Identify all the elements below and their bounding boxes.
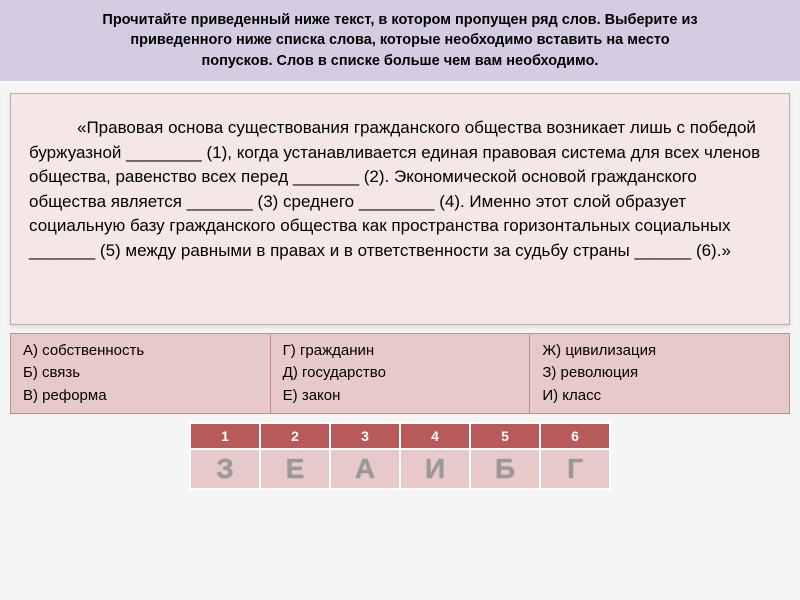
- option-zh: Ж) цивилизация: [542, 342, 656, 359]
- answer-num-5: 5: [470, 423, 540, 449]
- options-col1: А) собственность Б) связь В) реформа: [11, 333, 271, 414]
- answer-letter-5: Б: [470, 449, 540, 489]
- options-col2: Г) гражданин Д) государство Е) закон: [270, 333, 530, 414]
- answer-num-4: 4: [400, 423, 470, 449]
- option-i: И) класс: [542, 387, 601, 404]
- answer-section: 1 2 3 4 5 6 З Е А И Б Г: [0, 422, 800, 490]
- answer-num-1: 1: [190, 423, 260, 449]
- answer-num-3: 3: [330, 423, 400, 449]
- option-g: Г) гражданин: [283, 342, 375, 359]
- answer-letter-3: А: [330, 449, 400, 489]
- options-col3: Ж) цивилизация З) революция И) класс: [530, 333, 790, 414]
- answer-num-6: 6: [540, 423, 610, 449]
- answer-table: 1 2 3 4 5 6 З Е А И Б Г: [189, 422, 611, 490]
- header-line1: Прочитайте приведенный ниже текст, в кот…: [102, 12, 697, 28]
- instruction-header: Прочитайте приведенный ниже текст, в кот…: [0, 0, 800, 81]
- answer-letter-4: И: [400, 449, 470, 489]
- answer-letter-row: З Е А И Б Г: [190, 449, 610, 489]
- option-c: В) реформа: [23, 387, 107, 404]
- answer-letter-1: З: [190, 449, 260, 489]
- fill-blank-paragraph: «Правовая основа существования гражданск…: [29, 116, 771, 264]
- header-line3: попусков. Слов в списке больше чем вам н…: [202, 53, 599, 69]
- option-z: З) революция: [542, 364, 638, 381]
- option-a: А) собственность: [23, 342, 144, 359]
- option-d: Д) государство: [283, 364, 386, 381]
- answer-num-2: 2: [260, 423, 330, 449]
- options-table: А) собственность Б) связь В) реформа Г) …: [10, 333, 790, 415]
- header-line2: приведенного ниже списка слова, которые …: [130, 32, 669, 48]
- answer-letter-2: Е: [260, 449, 330, 489]
- main-text-box: «Правовая основа существования гражданск…: [10, 93, 790, 325]
- option-b: Б) связь: [23, 364, 80, 381]
- answer-letter-6: Г: [540, 449, 610, 489]
- option-e: Е) закон: [283, 387, 341, 404]
- answer-number-row: 1 2 3 4 5 6: [190, 423, 610, 449]
